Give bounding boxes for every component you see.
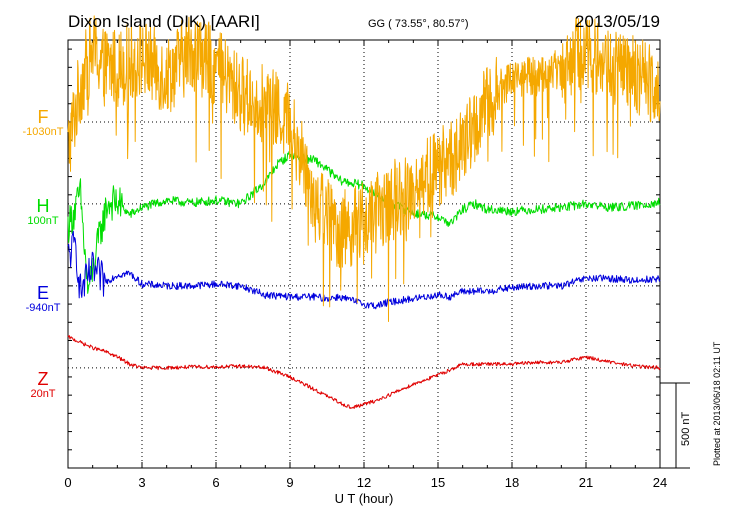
baseline-gridlines [68,121,660,369]
xtick-label-24: 24 [653,475,667,490]
station-title: Dixon Island (DIK) [AARI] [68,12,260,31]
component-baseline-F: -1030nT [22,126,64,138]
component-baseline-E: -940nT [25,302,61,314]
component-label-E: E -940nT [8,284,78,315]
series-line-E [67,230,661,310]
geo-coordinates: GG ( 73.55°, 80.57°) [368,18,469,30]
xtick-label-6: 6 [212,475,219,490]
xtick-label-12: 12 [357,475,371,490]
x-tick-labels: 0 3 6 9 12 15 18 21 24 [64,475,667,490]
component-baseline-H: 100nT [27,215,59,227]
component-letter-E: E [36,283,49,303]
x-axis-label: U T (hour) [335,491,394,506]
series-lines [67,15,661,409]
xtick-label-15: 15 [431,475,445,490]
component-baseline-Z: 20nT [30,388,56,400]
component-label-H: H 100nT [8,197,78,228]
component-letter-F: F [37,107,49,127]
xtick-label-3: 3 [138,475,145,490]
series-line-Z [67,335,661,409]
component-label-Z: Z 20nT [8,370,78,401]
xtick-label-21: 21 [579,475,593,490]
vertical-gridlines [141,40,587,468]
series-line-F [67,15,661,322]
xtick-label-18: 18 [505,475,519,490]
xtick-label-9: 9 [286,475,293,490]
series-line-H [67,151,661,294]
xtick-label-0: 0 [64,475,71,490]
plot-date: 2013/05/19 [574,12,660,31]
component-letter-Z: Z [37,369,49,389]
plotted-at-credit: Plotted at 2013/06/18 02:11 UT [712,341,722,466]
axis-ticks [67,40,661,468]
component-label-F: F -1030nT [8,108,78,139]
component-letter-H: H [36,196,50,216]
scale-bar-label: 500 nT [680,411,692,446]
scale-bar [660,382,690,469]
